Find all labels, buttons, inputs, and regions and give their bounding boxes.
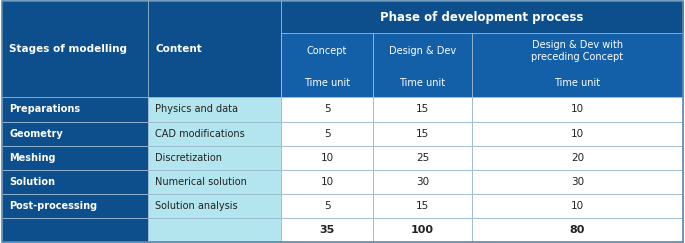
Bar — [149, 97, 282, 122]
Bar — [282, 146, 373, 170]
Text: Content: Content — [155, 44, 202, 54]
Text: 10: 10 — [571, 104, 584, 114]
Text: Numerical solution: Numerical solution — [155, 177, 247, 187]
Text: Post-processing: Post-processing — [10, 201, 97, 211]
Bar — [472, 218, 683, 242]
Text: Stages of modelling: Stages of modelling — [10, 44, 127, 54]
Text: 10: 10 — [571, 129, 584, 139]
Bar — [2, 146, 149, 170]
Text: 5: 5 — [324, 129, 330, 139]
Bar — [149, 218, 282, 242]
Bar — [2, 97, 149, 122]
Bar — [2, 218, 149, 242]
Bar — [2, 1, 149, 97]
Text: 15: 15 — [416, 129, 429, 139]
Text: Time unit: Time unit — [399, 78, 445, 88]
Text: Design & Dev with
preceding Concept: Design & Dev with preceding Concept — [532, 41, 623, 62]
Text: 15: 15 — [416, 201, 429, 211]
Bar — [282, 1, 683, 33]
Text: 10: 10 — [571, 201, 584, 211]
Text: Concept: Concept — [307, 46, 347, 56]
Bar — [149, 146, 282, 170]
Bar — [149, 194, 282, 218]
Text: Meshing: Meshing — [10, 153, 56, 163]
Bar — [149, 1, 282, 97]
Text: 30: 30 — [571, 177, 584, 187]
Bar — [373, 218, 472, 242]
Bar — [282, 170, 373, 194]
Bar — [373, 170, 472, 194]
Text: 35: 35 — [320, 225, 335, 235]
Bar — [373, 97, 472, 122]
Text: Solution: Solution — [10, 177, 55, 187]
Text: Phase of development process: Phase of development process — [380, 10, 584, 24]
Text: 15: 15 — [416, 104, 429, 114]
Bar — [472, 170, 683, 194]
Text: 30: 30 — [416, 177, 429, 187]
Text: 20: 20 — [571, 153, 584, 163]
Bar — [472, 146, 683, 170]
Text: 5: 5 — [324, 104, 330, 114]
Text: Discretization: Discretization — [155, 153, 222, 163]
Text: Geometry: Geometry — [10, 129, 63, 139]
Bar — [472, 97, 683, 122]
Text: 10: 10 — [321, 177, 334, 187]
Bar — [282, 122, 373, 146]
Text: Design & Dev: Design & Dev — [389, 46, 456, 56]
Text: Time unit: Time unit — [554, 78, 601, 88]
Bar — [472, 122, 683, 146]
Text: Preparations: Preparations — [10, 104, 81, 114]
Bar — [149, 122, 282, 146]
Bar — [282, 194, 373, 218]
Bar — [149, 170, 282, 194]
Bar — [373, 122, 472, 146]
Bar — [282, 218, 373, 242]
Bar — [373, 146, 472, 170]
Bar — [472, 33, 683, 97]
Text: Solution analysis: Solution analysis — [155, 201, 238, 211]
Text: 100: 100 — [411, 225, 434, 235]
Text: 10: 10 — [321, 153, 334, 163]
Bar — [472, 194, 683, 218]
Text: 80: 80 — [570, 225, 585, 235]
Bar — [282, 97, 373, 122]
Bar — [373, 33, 472, 97]
Text: Time unit: Time unit — [304, 78, 350, 88]
Text: Physics and data: Physics and data — [155, 104, 238, 114]
Text: 5: 5 — [324, 201, 330, 211]
Bar — [282, 33, 373, 97]
Text: CAD modifications: CAD modifications — [155, 129, 245, 139]
Text: 25: 25 — [416, 153, 429, 163]
Bar — [373, 194, 472, 218]
Bar — [2, 194, 149, 218]
Bar — [2, 170, 149, 194]
Bar — [2, 122, 149, 146]
